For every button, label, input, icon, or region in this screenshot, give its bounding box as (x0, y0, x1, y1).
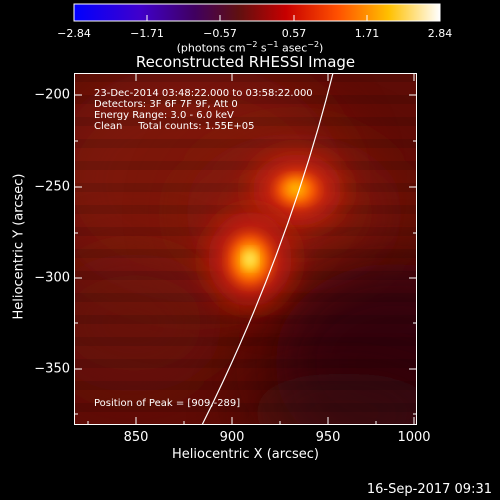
info-method-counts: Clean Total counts: 1.55E+05 (94, 121, 255, 132)
rhessi-image (74, 73, 417, 425)
y-tick-label: −200 (34, 87, 70, 103)
image-title: Reconstructed RHESSI Image (135, 53, 356, 71)
y-tick-label: −250 (34, 179, 70, 195)
footer-timestamp: 16-Sep-2017 09:31 (366, 482, 492, 497)
info-energy-range: Energy Range: 3.0 - 6.0 keV (94, 110, 234, 121)
x-tick-label: 1000 (397, 430, 431, 445)
y-tick-label: −350 (34, 361, 70, 377)
colorbar-tick: −1.71 (130, 27, 164, 40)
solar-limb-curve (201, 73, 334, 425)
colorbar-tick: −2.84 (57, 27, 91, 40)
info-peak-position: Position of Peak = [909,-289] (94, 398, 241, 409)
y-axis-label: Heliocentric Y (arcsec) (11, 173, 27, 320)
x-tick-label: 950 (315, 430, 341, 445)
info-observation-time: 23-Dec-2014 03:48:22.000 to 03:58:22.000 (94, 88, 313, 99)
x-tick-label: 900 (219, 430, 245, 445)
y-tick-label: −300 (34, 270, 70, 286)
x-axis-label: Heliocentric X (arcsec) (172, 447, 319, 462)
colorbar (73, 3, 441, 22)
info-detectors: Detectors: 3F 6F 7F 9F, Att 0 (94, 99, 238, 110)
colorbar-gradient (73, 3, 441, 22)
colorbar-tick: 2.84 (427, 27, 453, 40)
colorbar-tick: 1.71 (354, 27, 380, 40)
x-tick-label: 850 (123, 430, 149, 445)
colorbar-tick: 0.57 (281, 27, 307, 40)
colorbar-tick: −0.57 (203, 27, 237, 40)
colorbar-units: (photons cm−2 s−1 asec−2) (176, 40, 324, 55)
